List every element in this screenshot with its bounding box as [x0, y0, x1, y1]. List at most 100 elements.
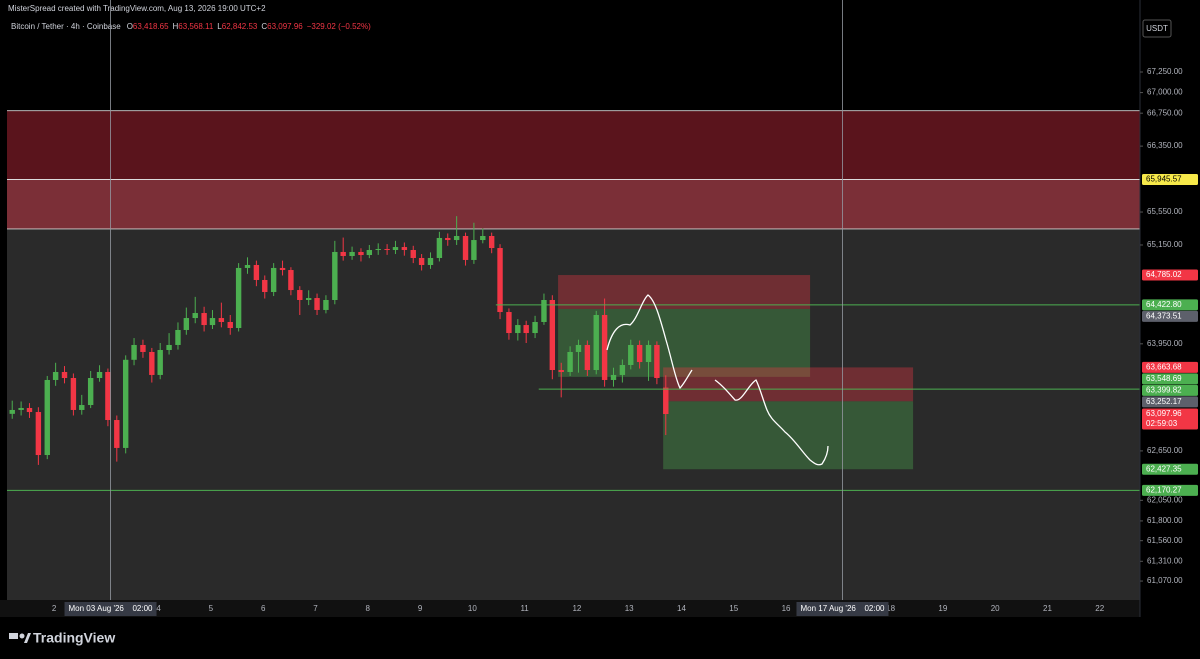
candle-body: [183, 318, 190, 330]
candle-body: [654, 344, 660, 379]
candle-body: [497, 248, 503, 313]
candle-body: [244, 264, 251, 268]
candle-body: [619, 364, 626, 375]
candle-body: [262, 279, 268, 293]
price-label: 63,548.69: [1146, 374, 1182, 383]
logo-mark: [9, 633, 18, 639]
candle-body: [192, 313, 198, 319]
price-label-box: [1142, 310, 1198, 322]
price-label-box: [1142, 373, 1198, 385]
symbol-title: Bitcoin / Tether · 4h · Coinbase: [11, 22, 121, 31]
candle-body: [523, 325, 529, 334]
candle-body: [61, 371, 68, 379]
x-tick-label: 14: [677, 604, 686, 613]
candle-body: [358, 251, 364, 256]
currency: USDT: [1146, 24, 1168, 33]
y-tick-label: 61,800.00: [1147, 516, 1183, 525]
price-label-box: [1142, 463, 1198, 475]
legend-value: 63,568.11: [178, 22, 214, 31]
candle-body: [480, 235, 486, 241]
x-tick-label: 9: [418, 604, 423, 613]
x-tick-label: 8: [366, 604, 371, 613]
position-target: [558, 308, 811, 377]
candle-body: [105, 371, 111, 421]
candle-body: [157, 350, 163, 375]
candle-body: [26, 407, 33, 413]
price-label-box: [1142, 299, 1198, 311]
candle-body: [410, 250, 416, 258]
price-label-box: [1142, 408, 1198, 430]
candle-body: [70, 378, 77, 410]
candle-body: [401, 247, 408, 250]
candle-body: [453, 235, 460, 241]
y-tick-label: 62,650.00: [1147, 446, 1183, 455]
logo-mark: [19, 633, 25, 639]
candle-body: [131, 344, 137, 360]
candle-body: [52, 371, 59, 380]
price-label-box: [1142, 396, 1198, 408]
candle-body: [166, 344, 172, 350]
x-tick-label: 16: [782, 604, 791, 613]
x-tick-label: 12: [572, 604, 581, 613]
change: −329.02 (−0.52%): [307, 22, 371, 31]
legend-key: H: [173, 22, 179, 31]
legend-value: 63,418.65: [133, 22, 169, 31]
candle-body: [418, 257, 425, 265]
y-tick-label: 66,750.00: [1147, 108, 1183, 117]
x-tick-label: 22: [1095, 604, 1104, 613]
candle-body: [549, 300, 556, 371]
countdown: 02:59:03: [1146, 419, 1178, 428]
x-tick-label: 19: [938, 604, 947, 613]
candle-body: [305, 298, 312, 300]
candle-body: [645, 344, 652, 363]
candle-body: [366, 250, 373, 256]
x-tick-label: 18: [886, 604, 895, 613]
candle-body: [35, 412, 42, 456]
x-tick-label: 20: [991, 604, 1000, 613]
candle-body: [575, 344, 582, 352]
x-tick-label: 4: [156, 604, 161, 613]
candle-body: [297, 290, 303, 300]
y-tick-label: 66,350.00: [1147, 141, 1183, 150]
price-label: 63,663.68: [1146, 363, 1182, 372]
candle-body: [270, 267, 277, 293]
candle-body: [323, 300, 329, 310]
price-label-box: [1142, 269, 1198, 281]
x-tick-label: 5: [209, 604, 214, 613]
candle-body: [44, 379, 50, 456]
price-label: 64,373.51: [1146, 311, 1182, 320]
legend-key: L: [217, 22, 222, 31]
y-tick-label: 62,050.00: [1147, 495, 1183, 504]
candle-body: [96, 371, 103, 379]
candle-body: [663, 387, 669, 415]
price-label: 62,427.35: [1146, 464, 1182, 473]
price-label: 65,945.57: [1146, 175, 1182, 184]
candle-body: [462, 235, 469, 260]
zone: [7, 179, 1140, 229]
freehand-drawing: [606, 294, 829, 466]
candle-body: [471, 240, 477, 260]
x-tick-label: 6: [261, 604, 266, 613]
candle-body: [601, 314, 608, 380]
y-tick-label: 65,550.00: [1147, 207, 1183, 216]
price-label: 63,252.17: [1146, 397, 1182, 406]
candle-body: [87, 378, 94, 406]
candle-body: [375, 249, 381, 251]
candle-body: [349, 251, 355, 257]
legend-key: O: [127, 22, 133, 31]
candle-body: [140, 344, 146, 352]
y-tick-label: 63,950.00: [1147, 339, 1183, 348]
candle-body: [628, 344, 634, 365]
price-label: 62,170.27: [1146, 486, 1182, 495]
candle-body: [122, 359, 129, 448]
candle-body: [79, 405, 85, 410]
candle-body: [288, 270, 294, 291]
crosshair-date: Mon 03 Aug '26: [69, 604, 125, 613]
candle-body: [332, 251, 338, 300]
candle-body: [314, 298, 320, 310]
candle-body: [209, 318, 216, 326]
candle-body: [279, 267, 286, 271]
brand: TradingView: [33, 630, 115, 646]
candle-body: [9, 409, 15, 414]
